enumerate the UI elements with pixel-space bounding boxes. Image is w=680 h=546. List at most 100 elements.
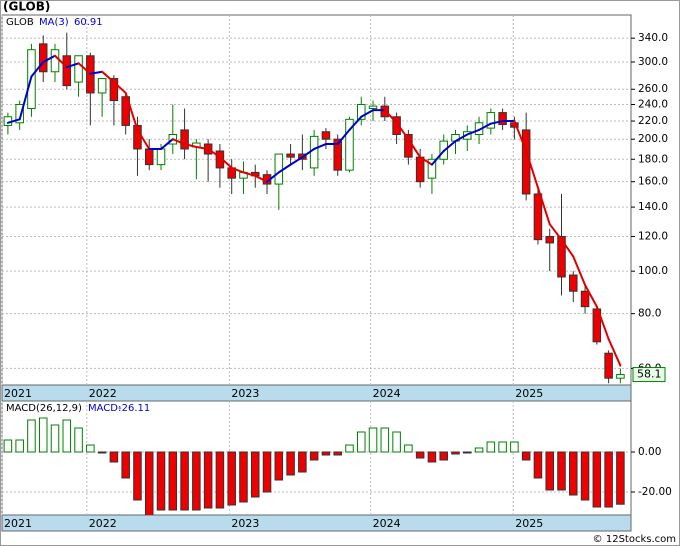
ma-segment (266, 171, 280, 183)
macd-bar (15, 439, 24, 453)
macd-bar (144, 451, 154, 515)
ma-segment (572, 255, 587, 286)
candle-body (392, 116, 401, 135)
macd-bar (533, 451, 543, 479)
y-tick-label: 260.0 (638, 83, 668, 95)
candle-body (62, 55, 72, 87)
macd-bar (250, 451, 260, 498)
ma-segment (536, 186, 551, 226)
candle-body (557, 235, 566, 278)
macd-bar (521, 451, 531, 461)
ma-segment (242, 171, 257, 177)
y-tick-label: 0.00 (638, 446, 661, 458)
macd-bar (392, 431, 401, 453)
y-tick-label: 300.0 (638, 56, 668, 68)
macd-value: -26.11 (118, 403, 150, 414)
ma-segment (195, 145, 210, 150)
ma-segment (277, 163, 292, 174)
x-tick-label: 2021 (4, 517, 32, 530)
candle-body (569, 274, 578, 292)
ma-segment (595, 305, 610, 341)
macd-bar (404, 444, 413, 453)
candle-body (498, 112, 507, 126)
ma-segment (513, 120, 528, 152)
candle-body (121, 96, 130, 126)
ma-segment (419, 156, 433, 166)
ma-segment (395, 121, 410, 141)
ma-segment (160, 138, 174, 150)
macd-bar (50, 424, 60, 453)
ma-segment (101, 70, 115, 84)
ma-segment (124, 91, 139, 131)
ma-segment (560, 238, 575, 258)
candle-body (156, 148, 166, 166)
macd-bar (333, 451, 342, 456)
candle-body (309, 135, 319, 169)
macd-bar (62, 419, 72, 453)
ma-segment (313, 143, 327, 150)
macd-bar (286, 451, 295, 476)
candle-body (74, 55, 83, 83)
x-tick-label: 2021 (4, 387, 32, 400)
macd-bar (427, 451, 437, 463)
macd-bar (486, 441, 496, 453)
y-tick-label: 140.0 (638, 201, 668, 213)
ma-segment (42, 54, 57, 64)
candle-body (427, 158, 437, 179)
ma-segment (383, 109, 398, 124)
legend-ma: MA(3) (39, 17, 69, 28)
candle-body (109, 78, 119, 102)
ma-segment (218, 156, 233, 169)
candle-body (333, 138, 342, 171)
legend-ma-value: 60.91 (74, 17, 103, 28)
ma-segment (30, 61, 45, 78)
ma-segment (136, 128, 151, 150)
ma-segment (6, 118, 21, 124)
macd-bar (309, 451, 319, 461)
candle-body (533, 193, 543, 241)
ma-segment (254, 174, 269, 183)
macd-bar (97, 451, 107, 454)
ma-segment (301, 147, 316, 159)
macd-bar (569, 451, 578, 496)
candle-body (580, 290, 590, 308)
ma-segment (584, 283, 598, 308)
candle-body (274, 153, 284, 185)
x-tick-label: 2025 (515, 517, 543, 530)
macd-value-name: MACD: (88, 403, 121, 414)
y-tick-label: 160.0 (638, 176, 668, 188)
legend-ticker: GLOB (6, 17, 34, 28)
macd-bar (439, 451, 448, 461)
x-tick-label: 2023 (231, 387, 259, 400)
macd-bar (168, 451, 178, 511)
x-tick-label: 2024 (373, 517, 401, 530)
macd-bar (616, 451, 625, 505)
ma-segment (407, 138, 422, 159)
ma-segment (65, 62, 80, 69)
macd-bar (262, 451, 272, 493)
macd-bar (227, 451, 236, 506)
macd-bar (109, 451, 119, 463)
ma-segment (171, 138, 186, 146)
candle-body (545, 235, 554, 244)
x-tick-label: 2024 (373, 387, 401, 400)
macd-bar (156, 451, 166, 511)
ma-segment (442, 140, 457, 152)
macd-bar (180, 451, 189, 511)
ma-segment (466, 128, 481, 136)
macd-bar (380, 427, 390, 453)
y-tick-label: 200.0 (638, 133, 668, 145)
y-tick-label: 340.0 (638, 32, 668, 44)
macd-bar (451, 451, 460, 455)
candle-body (616, 374, 625, 379)
macd-bar (510, 441, 519, 453)
macd-bar (498, 441, 507, 453)
macd-title: MACD(26,12,9) (6, 403, 82, 414)
candle-body (144, 148, 154, 166)
ma-segment (54, 54, 68, 69)
macd-bar (27, 419, 36, 453)
macd-bar (604, 451, 613, 508)
ma-segment (478, 122, 492, 131)
ma-segment (489, 120, 504, 125)
y-tick-label: -20.00 (638, 486, 672, 498)
